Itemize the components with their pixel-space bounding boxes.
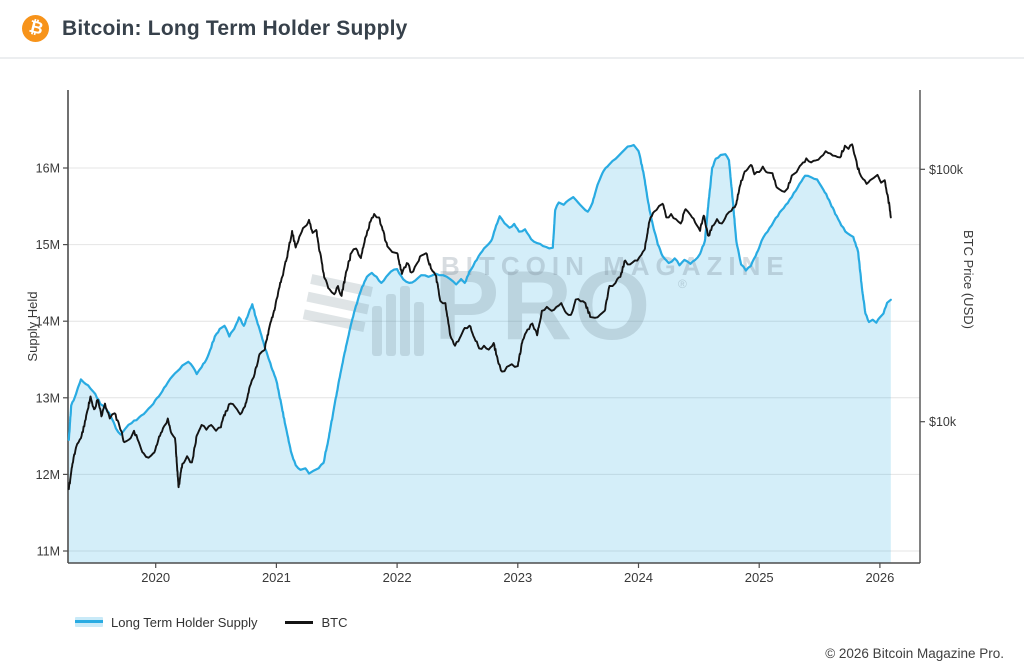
legend-label-btc: BTC (321, 614, 348, 630)
chart-legend: Long Term Holder Supply BTC (75, 610, 365, 634)
x-tick-label: 2022 (383, 570, 412, 585)
y-right-axis-title: BTC Price (USD) (961, 230, 976, 329)
y-left-tick-label: 15M (36, 238, 60, 252)
y-right-tick-label: $100k (929, 163, 964, 177)
y-left-tick-label: 16M (36, 162, 60, 176)
y-left-tick-label: 12M (36, 468, 60, 482)
lth-supply-area (68, 145, 891, 563)
y-left-axis-title: Supply Held (25, 291, 40, 361)
copyright-text: © 2026 Bitcoin Magazine Pro. (825, 646, 1004, 661)
page-header: ₿ Bitcoin: Long Term Holder Supply (0, 0, 1024, 59)
legend-item-lth-supply[interactable]: Long Term Holder Supply (75, 615, 257, 630)
y-right-tick-label: $10k (929, 415, 957, 429)
legend-item-btc[interactable]: BTC (285, 615, 347, 630)
page-title: Bitcoin: Long Term Holder Supply (62, 16, 408, 40)
x-tick-label: 2021 (262, 570, 291, 585)
plot-area[interactable] (68, 90, 920, 563)
x-tick-label: 2026 (865, 570, 894, 585)
legend-label-lth-supply: Long Term Holder Supply (111, 614, 258, 630)
y-left-tick-label: 11M (37, 545, 60, 559)
bitcoin-glyph: ₿ (26, 16, 45, 40)
bitcoin-icon: ₿ (22, 15, 49, 42)
lth-supply-line[interactable] (67, 143, 892, 475)
x-tick-label: 2025 (745, 570, 774, 585)
area-swatch-icon (75, 617, 103, 627)
line-swatch-icon (285, 620, 314, 624)
btc-price-line[interactable] (67, 143, 892, 491)
x-tick-label: 2024 (624, 570, 653, 585)
y-left-tick-label: 13M (36, 391, 60, 405)
x-tick-label: 2023 (503, 570, 532, 585)
y-left-tick-label: 14M (36, 315, 60, 329)
x-tick-label: 2020 (141, 570, 170, 585)
